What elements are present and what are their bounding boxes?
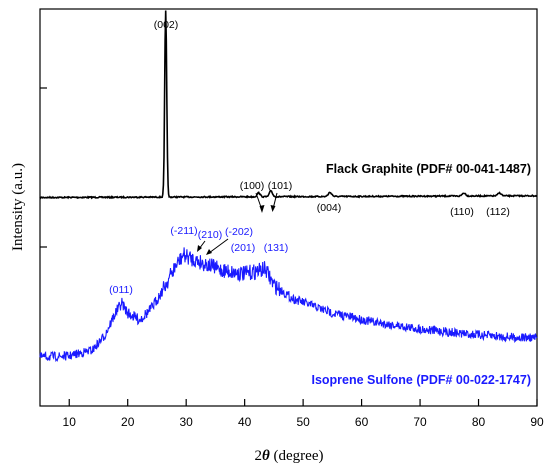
peak-label-graphite-112: (112) — [486, 206, 510, 218]
peak-label-sulfone-210: (210) — [198, 229, 223, 241]
peak-arrow-sulfone-m202 — [208, 238, 229, 254]
peak-label-sulfone-201: (201) — [231, 242, 256, 254]
x-tick-label: 70 — [413, 415, 427, 429]
x-axis-title-prefix: 2 — [254, 448, 262, 464]
x-axis-title: 2θ (degree) — [254, 448, 323, 464]
peak-label-graphite-100: (100) — [240, 180, 265, 192]
peak-label-graphite-110: (110) — [450, 206, 474, 218]
x-axis-title-theta: θ — [262, 448, 270, 464]
peak-label-sulfone-m202: (-202) — [225, 226, 253, 238]
x-tick-label: 50 — [296, 415, 310, 429]
x-axis-ticks — [68, 399, 538, 406]
peak-label-graphite-002: (002) — [154, 19, 179, 31]
peak-label-sulfone-011: (011) — [109, 284, 133, 296]
series-label-isoprene-sulfone: Isoprene Sulfone (PDF# 00-022-1747) — [311, 373, 531, 387]
x-tick-label: 40 — [238, 415, 252, 429]
peak-label-graphite-101: (101) — [268, 180, 293, 192]
x-tick-label: 10 — [63, 415, 77, 429]
x-tick-label: 90 — [530, 415, 544, 429]
series-label-graphite: Flack Graphite (PDF# 00-041-1487) — [326, 162, 531, 176]
x-tick-label: 30 — [179, 415, 193, 429]
peak-arrowhead-graphite-100 — [259, 205, 265, 213]
y-axis-title: Intensity (a.u.) — [10, 163, 26, 251]
peak-arrowhead-sulfone-m202 — [206, 249, 212, 255]
peak-arrowhead-graphite-101 — [270, 205, 276, 212]
series-line-graphite — [39, 10, 538, 200]
peak-label-sulfone-131: (131) — [264, 242, 289, 254]
plot-frame — [39, 8, 538, 407]
peak-label-sulfone-m211: (-211) — [170, 225, 197, 237]
x-tick-label: 60 — [355, 415, 369, 429]
x-tick-label: 80 — [472, 415, 486, 429]
x-axis-title-suffix: (degree) — [270, 448, 324, 464]
series-line-isoprene-sulfone — [39, 247, 538, 363]
peak-arrowhead-sulfone-210 — [197, 245, 202, 252]
x-tick-label: 20 — [121, 415, 135, 429]
peak-label-graphite-004: (004) — [317, 202, 342, 214]
x-axis-tick-labels: 10 20 30 40 50 60 70 80 90 — [63, 415, 544, 429]
